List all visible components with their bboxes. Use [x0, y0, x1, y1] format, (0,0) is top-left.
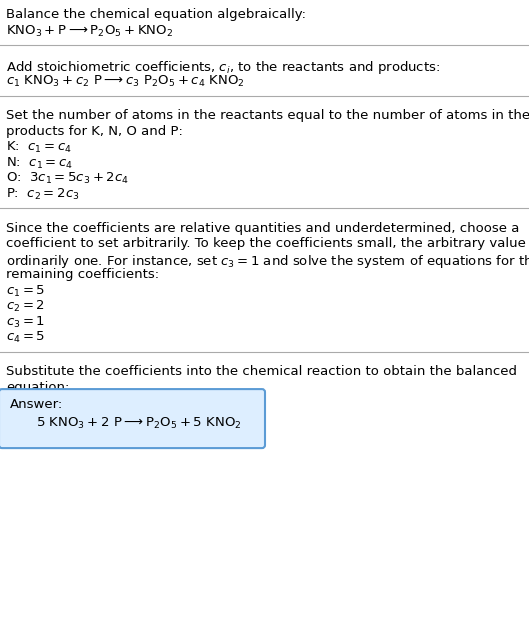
Text: K:  $c_1 = c_4$: K: $c_1 = c_4$: [6, 140, 72, 155]
Text: ordinarily one. For instance, set $c_3 = 1$ and solve the system of equations fo: ordinarily one. For instance, set $c_3 =…: [6, 253, 529, 270]
Text: $\mathrm{5\ KNO_3 + 2\ P \longrightarrow P_2O_5 + 5\ KNO_2}$: $\mathrm{5\ KNO_3 + 2\ P \longrightarrow…: [36, 416, 242, 431]
Text: equation:: equation:: [6, 381, 69, 394]
Text: products for K, N, O and P:: products for K, N, O and P:: [6, 125, 183, 137]
Text: Answer:: Answer:: [10, 398, 63, 411]
Text: coefficient to set arbitrarily. To keep the coefficients small, the arbitrary va: coefficient to set arbitrarily. To keep …: [6, 237, 529, 250]
Text: $c_4 = 5$: $c_4 = 5$: [6, 330, 45, 345]
Text: $\mathrm{KNO_3 + P \longrightarrow P_2O_5 + KNO_2}$: $\mathrm{KNO_3 + P \longrightarrow P_2O_…: [6, 23, 174, 39]
Text: $c_2 = 2$: $c_2 = 2$: [6, 299, 45, 314]
Text: P:  $c_2 = 2 c_3$: P: $c_2 = 2 c_3$: [6, 187, 79, 202]
FancyBboxPatch shape: [0, 389, 265, 448]
Text: remaining coefficients:: remaining coefficients:: [6, 268, 159, 281]
Text: O:  $3 c_1 = 5 c_3 + 2 c_4$: O: $3 c_1 = 5 c_3 + 2 c_4$: [6, 171, 129, 186]
Text: $c_3 = 1$: $c_3 = 1$: [6, 315, 45, 330]
Text: N:  $c_1 = c_4$: N: $c_1 = c_4$: [6, 155, 73, 171]
Text: Set the number of atoms in the reactants equal to the number of atoms in the: Set the number of atoms in the reactants…: [6, 109, 529, 122]
Text: Since the coefficients are relative quantities and underdetermined, choose a: Since the coefficients are relative quan…: [6, 221, 519, 234]
Text: $c_1\ \mathrm{KNO_3} + c_2\ \mathrm{P} \longrightarrow c_3\ \mathrm{P_2O_5} + c_: $c_1\ \mathrm{KNO_3} + c_2\ \mathrm{P} \…: [6, 74, 244, 89]
Text: Substitute the coefficients into the chemical reaction to obtain the balanced: Substitute the coefficients into the che…: [6, 365, 517, 378]
Text: Balance the chemical equation algebraically:: Balance the chemical equation algebraica…: [6, 8, 306, 21]
Text: Add stoichiometric coefficients, $c_i$, to the reactants and products:: Add stoichiometric coefficients, $c_i$, …: [6, 58, 440, 75]
Text: $c_1 = 5$: $c_1 = 5$: [6, 283, 45, 298]
